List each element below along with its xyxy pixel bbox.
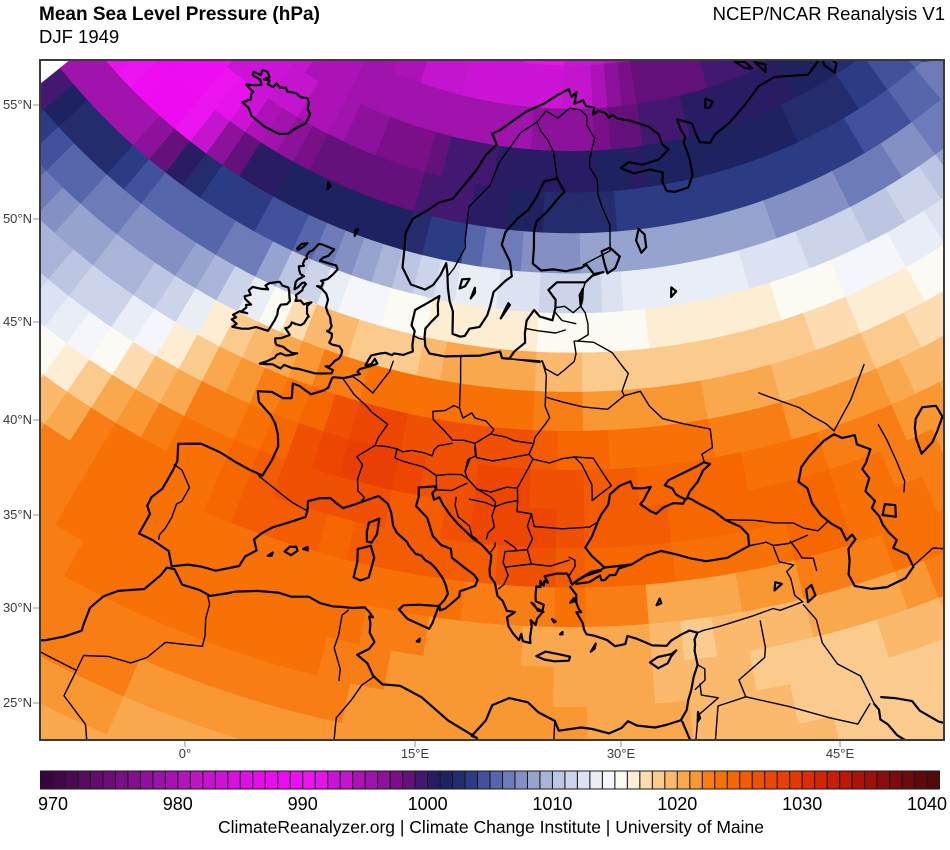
svg-text:0°: 0° [179, 746, 191, 761]
svg-text:40°N: 40°N [3, 412, 32, 427]
svg-text:1000: 1000 [408, 794, 448, 814]
svg-text:1030: 1030 [782, 794, 822, 814]
svg-text:ClimateReanalyzer.org | Climat: ClimateReanalyzer.org | Climate Change I… [218, 817, 764, 837]
svg-text:1040: 1040 [907, 794, 947, 814]
svg-text:45°E: 45°E [826, 746, 855, 761]
svg-text:35°N: 35°N [3, 507, 32, 522]
svg-text:30°E: 30°E [607, 746, 636, 761]
svg-text:50°N: 50°N [3, 211, 32, 226]
svg-text:55°N: 55°N [3, 97, 32, 112]
svg-text:970: 970 [38, 794, 68, 814]
svg-text:DJF 1949: DJF 1949 [39, 26, 119, 47]
svg-text:25°N: 25°N [3, 695, 32, 710]
svg-text:45°N: 45°N [3, 314, 32, 329]
svg-text:1020: 1020 [657, 794, 697, 814]
svg-text:30°N: 30°N [3, 600, 32, 615]
svg-text:15°E: 15°E [401, 746, 430, 761]
svg-text:1010: 1010 [532, 794, 572, 814]
svg-text:980: 980 [163, 794, 193, 814]
svg-text:990: 990 [288, 794, 318, 814]
svg-text:Mean Sea Level Pressure (hPa): Mean Sea Level Pressure (hPa) [39, 4, 320, 25]
svg-text:NCEP/NCAR Reanalysis V1: NCEP/NCAR Reanalysis V1 [713, 3, 945, 24]
